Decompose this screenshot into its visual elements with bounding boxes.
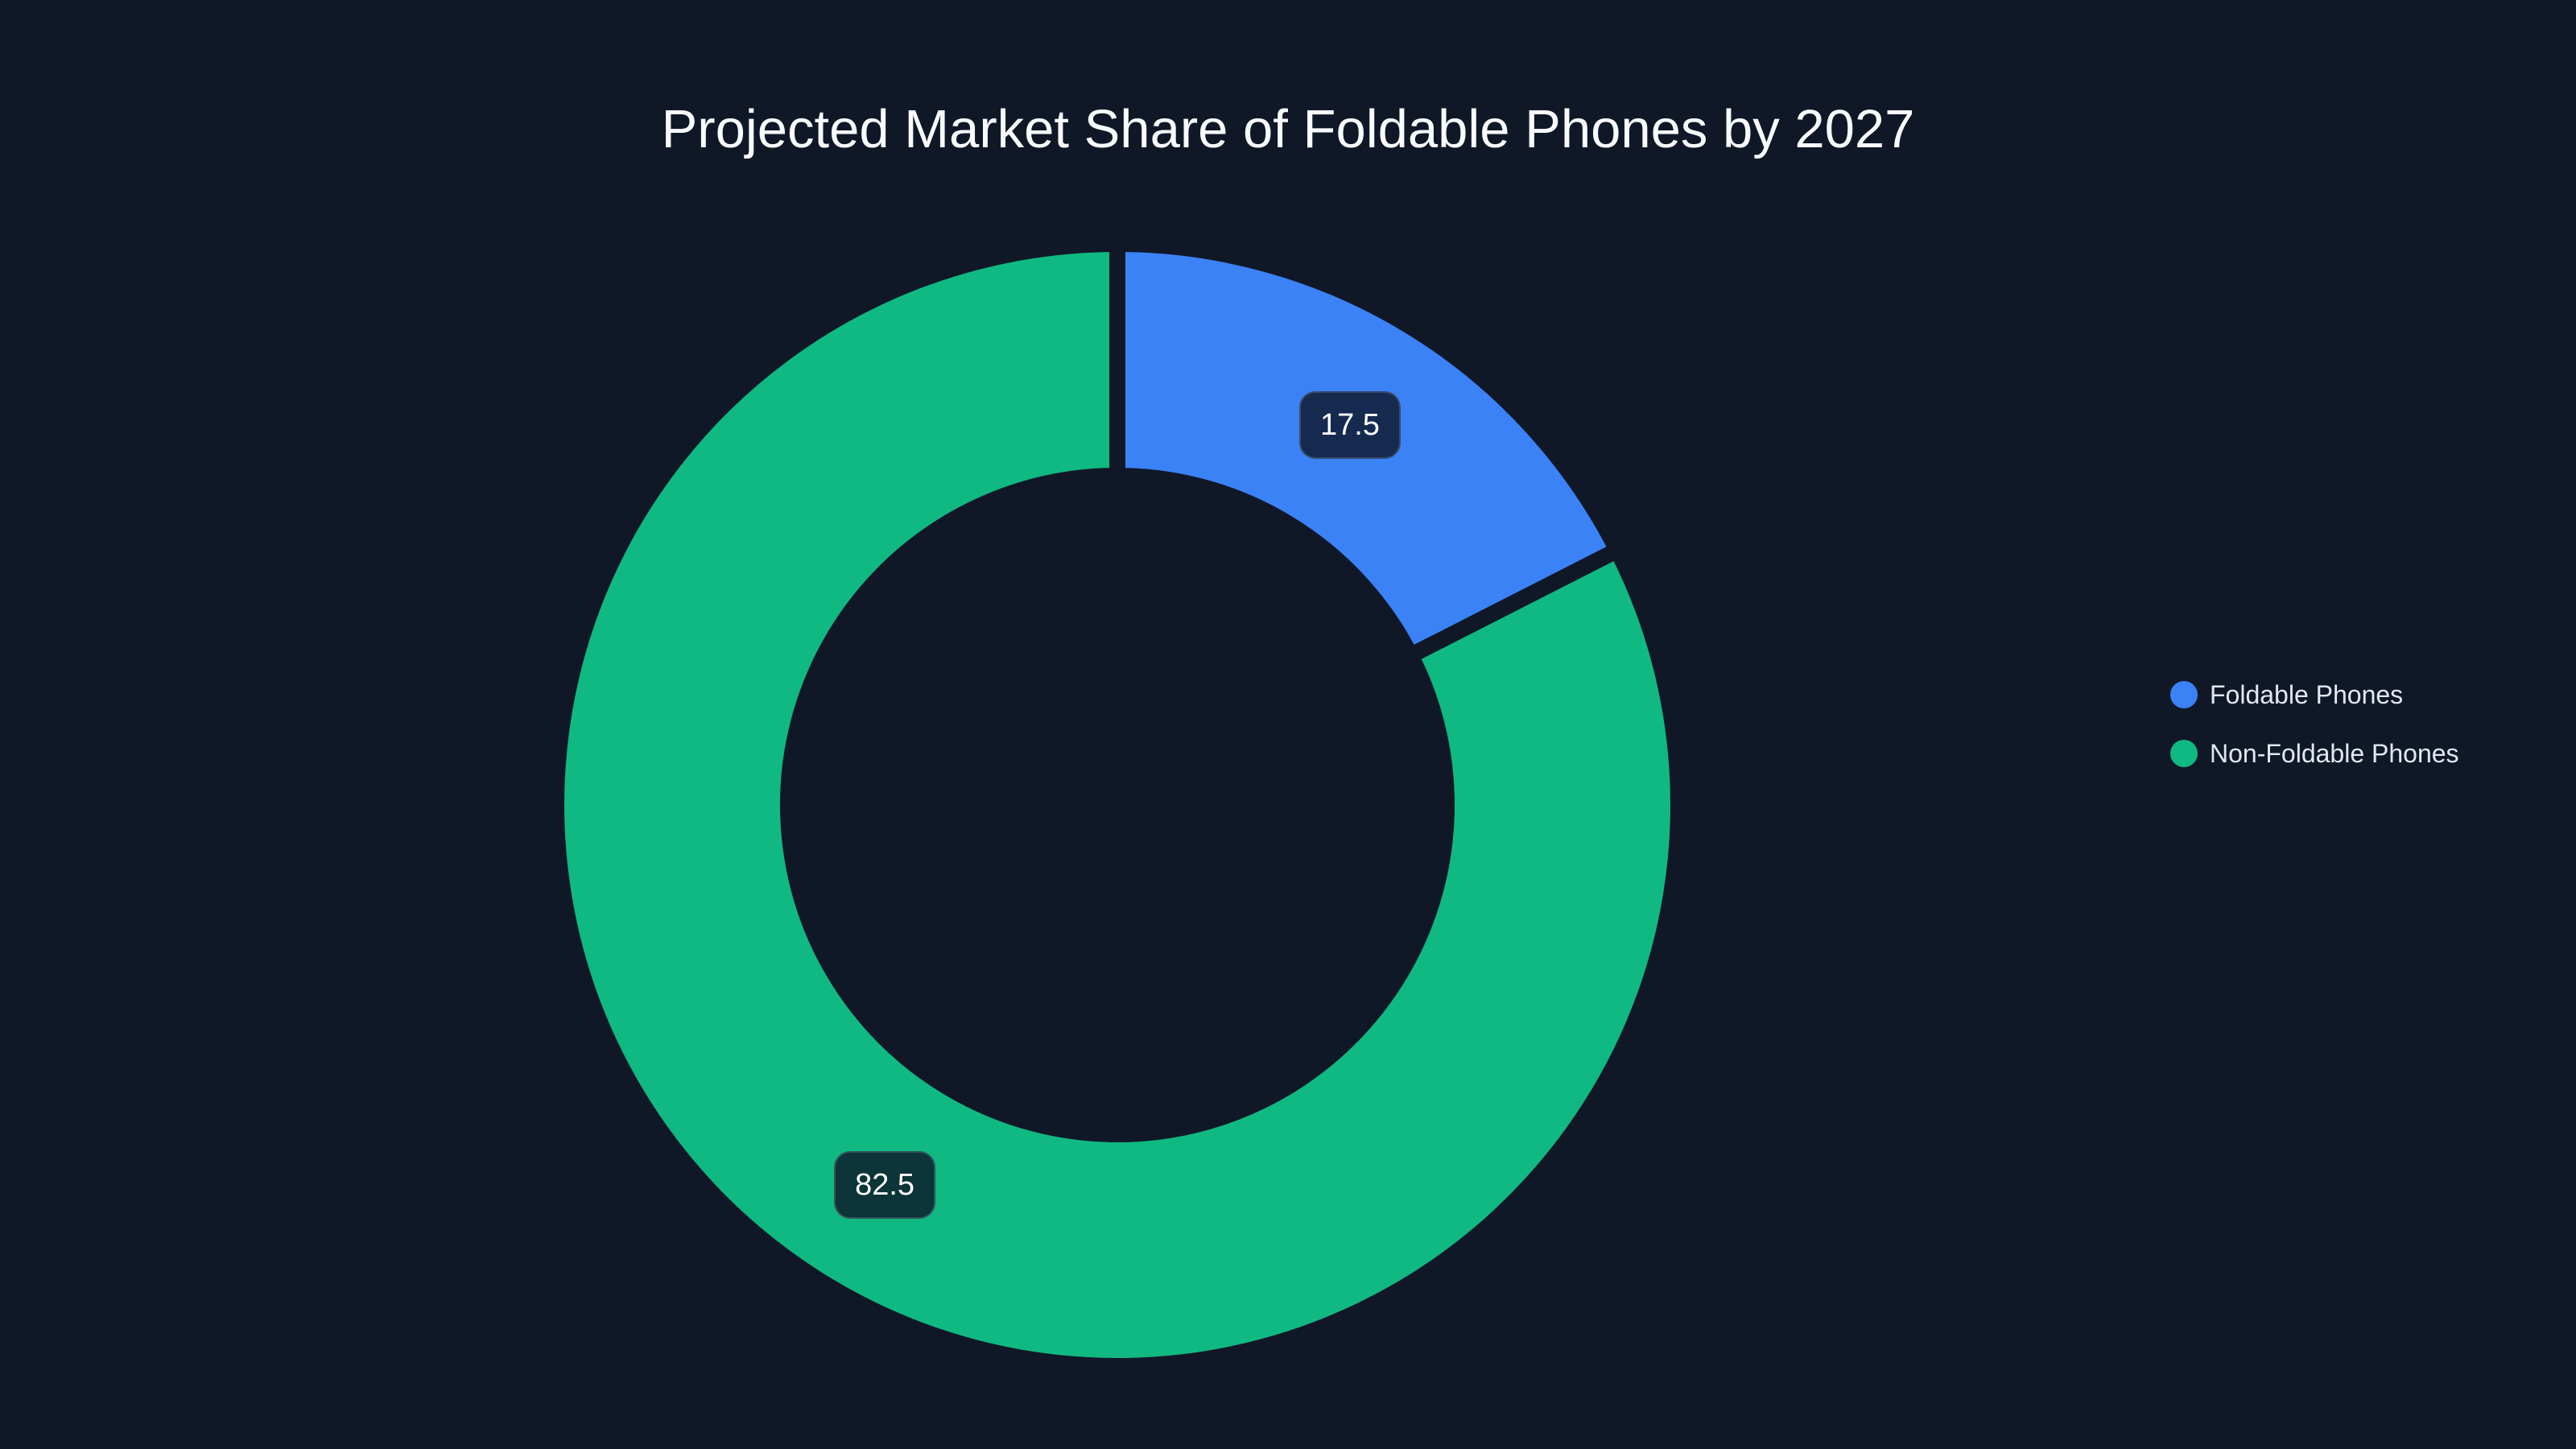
slice-value-label-foldable: 17.5	[1298, 391, 1401, 460]
legend-marker-foldable-icon	[2170, 681, 2198, 708]
legend-label-foldable: Foldable Phones	[2210, 680, 2404, 709]
legend-item-foldable[interactable]: Foldable Phones	[2170, 681, 2459, 708]
chart-title: Projected Market Share of Foldable Phone…	[661, 99, 1915, 159]
slice-value-label-non-foldable: 82.5	[834, 1150, 936, 1219]
legend-label-non-foldable: Non-Foldable Phones	[2210, 739, 2459, 768]
legend-marker-non-foldable-icon	[2170, 740, 2198, 767]
legend-item-non-foldable[interactable]: Non-Foldable Phones	[2170, 740, 2459, 767]
legend: Foldable Phones Non-Foldable Phones	[2170, 681, 2459, 767]
pie-slice-non-foldable-phones[interactable]	[547, 236, 1686, 1374]
